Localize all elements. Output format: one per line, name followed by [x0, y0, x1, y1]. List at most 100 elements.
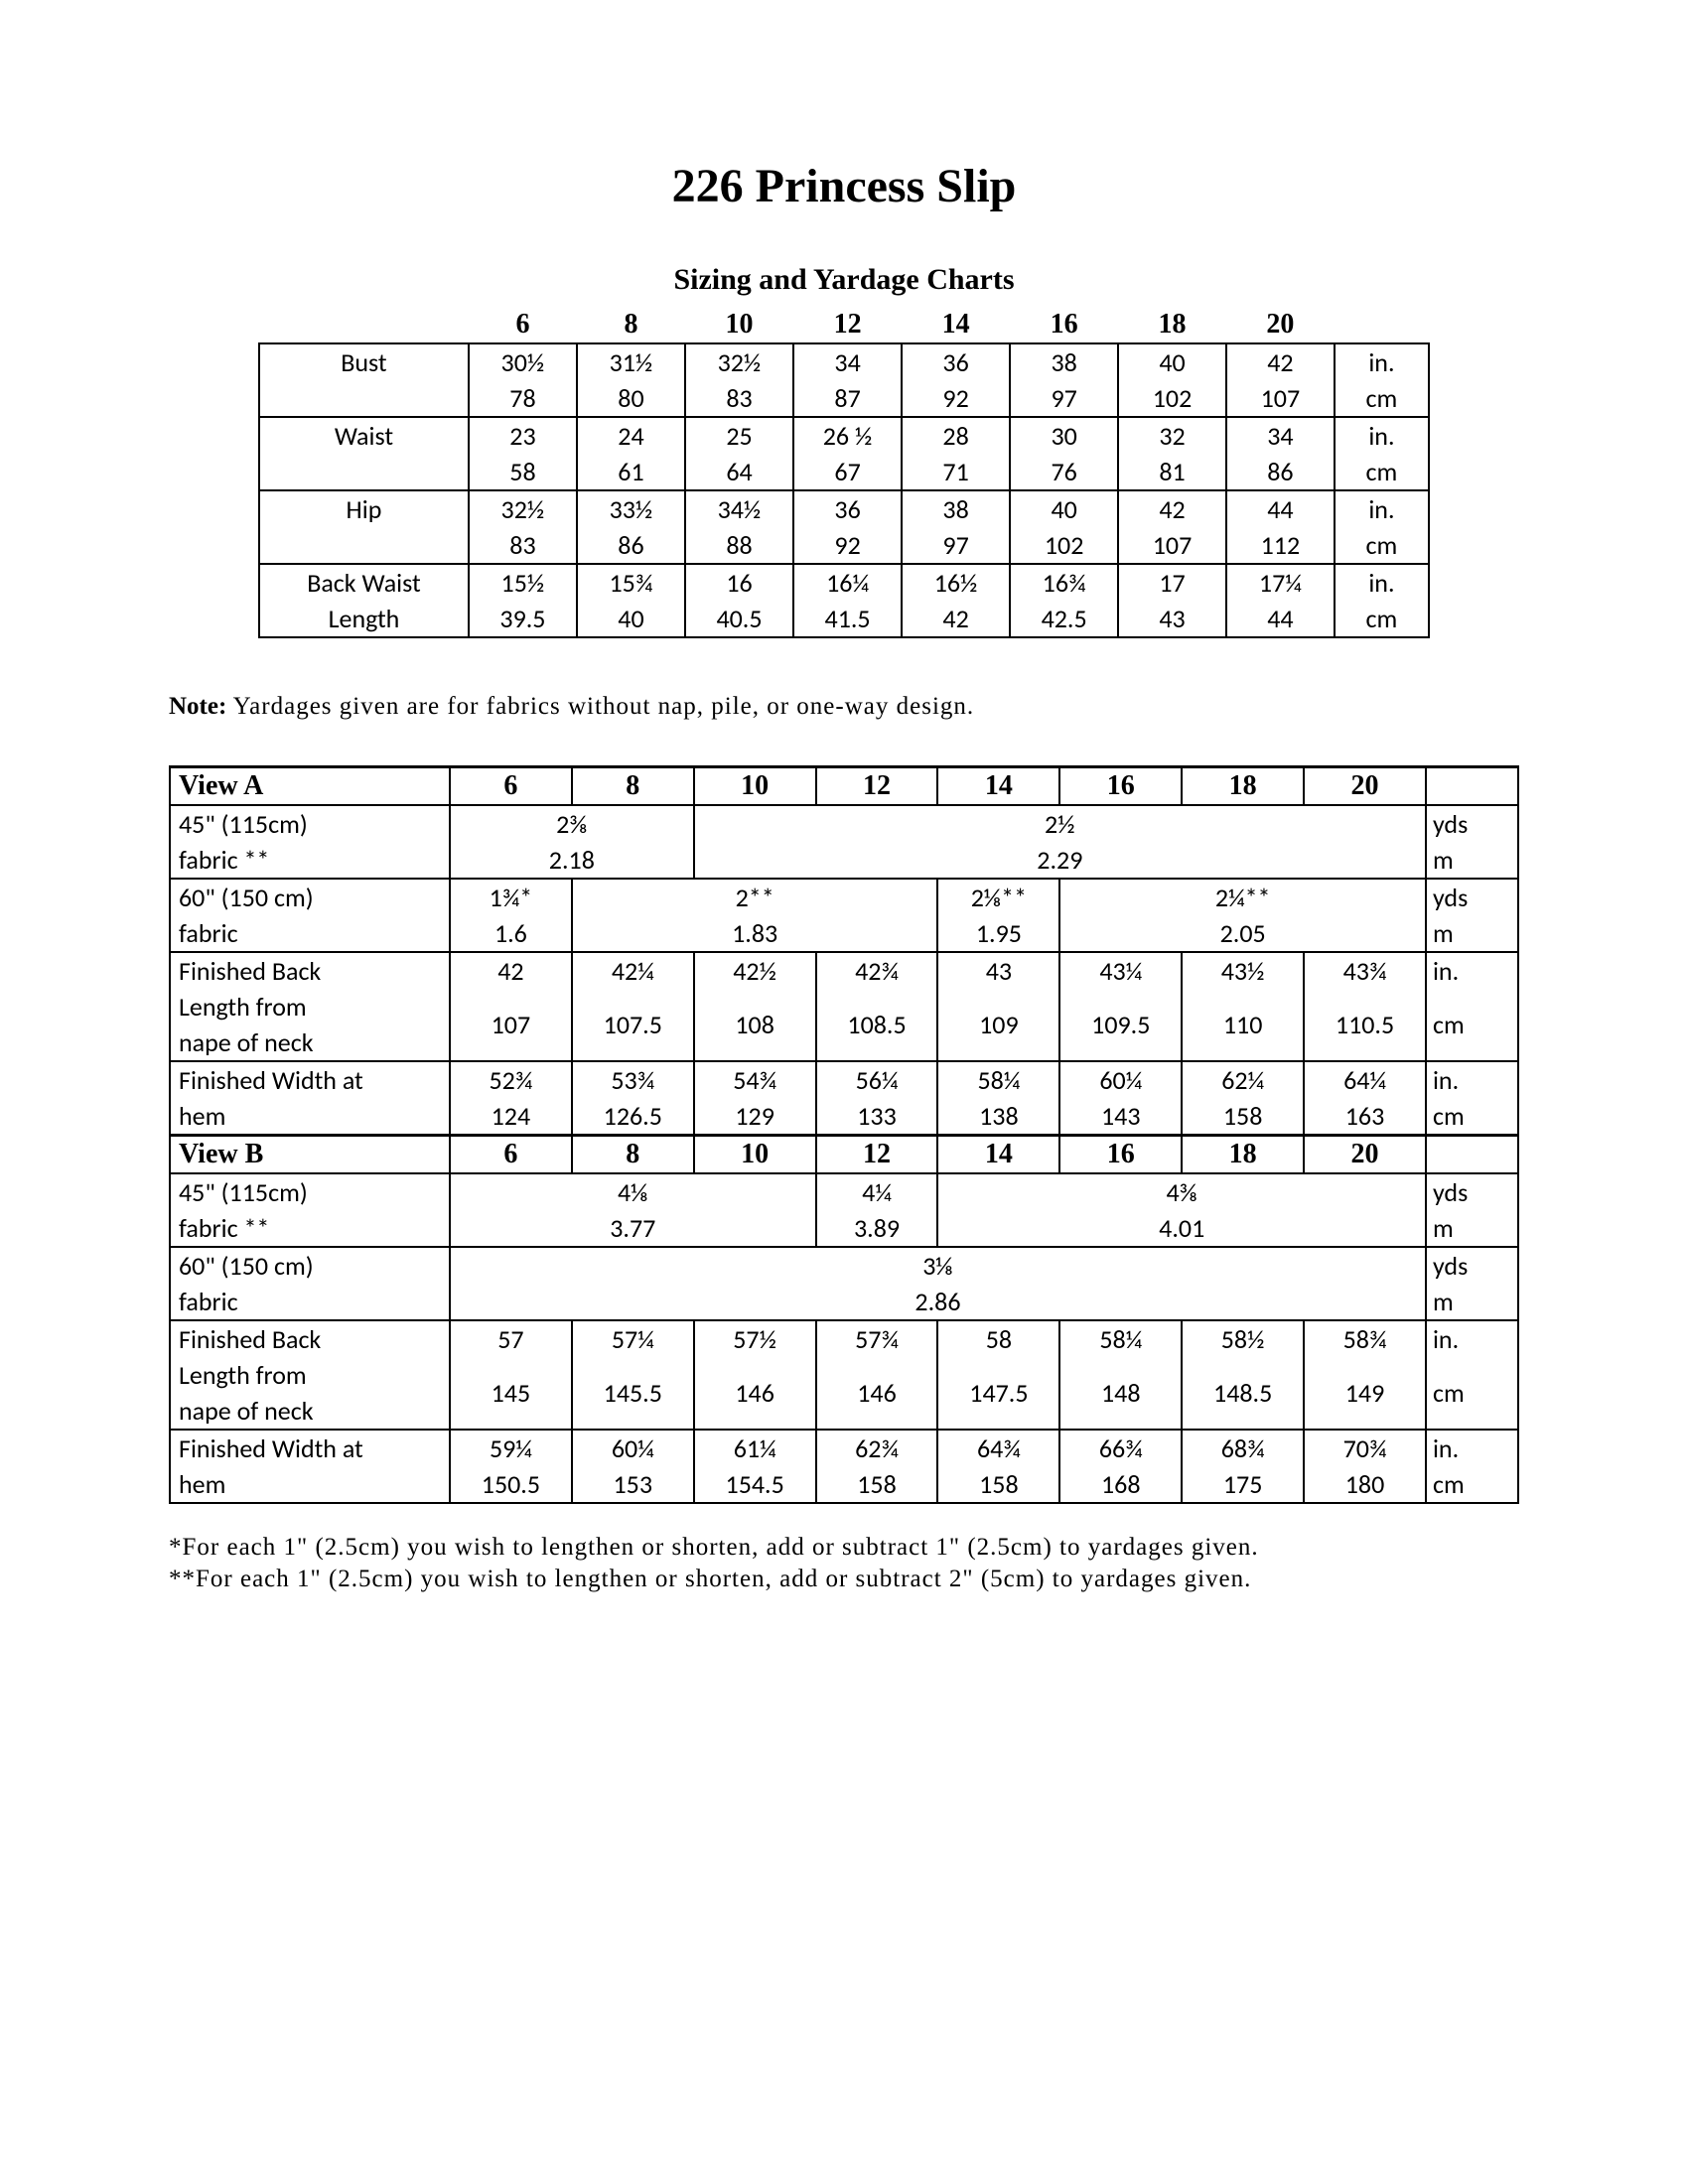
sizing-cell: 81 [1118, 454, 1226, 490]
sizing-cell: 31½ [577, 343, 685, 380]
unit-cell: cm [1335, 601, 1429, 637]
yardage-cell: 158 [1182, 1098, 1304, 1136]
yardage-cell: 4⅛ [450, 1173, 816, 1210]
size-header: 14 [902, 307, 1010, 343]
sizing-cell: 17 [1118, 564, 1226, 601]
note: Note: Yardages given are for fabrics wit… [169, 693, 1519, 721]
sizing-row-label: Length [259, 601, 469, 637]
sizing-cell: 67 [793, 454, 902, 490]
yardage-cell: 58¼ [1059, 1320, 1182, 1357]
unit-cell: in. [1335, 417, 1429, 454]
sizing-cell: 80 [577, 380, 685, 417]
yardage-cell: 53¾ [572, 1061, 694, 1098]
sizing-cell: 26 ½ [793, 417, 902, 454]
sizing-cell: 102 [1010, 527, 1118, 564]
page-title: 226 Princess Slip [169, 159, 1519, 213]
yardage-cell: 2.05 [1059, 915, 1426, 952]
sizing-cell: 41.5 [793, 601, 902, 637]
sizing-cell: 42 [1226, 343, 1335, 380]
note-text: Yardages given are for fabrics without n… [226, 693, 974, 720]
yardage-cell: 3.77 [450, 1210, 816, 1247]
footnote: **For each 1" (2.5cm) you wish to length… [169, 1566, 1519, 1593]
size-header: 10 [694, 1136, 816, 1174]
unit-cell: cm [1335, 454, 1429, 490]
unit-cell: m [1426, 1284, 1518, 1320]
size-header: 8 [577, 307, 685, 343]
yardage-cell: 108.5 [816, 989, 938, 1061]
yardage-cell: 109 [937, 989, 1059, 1061]
size-header: 12 [816, 1136, 938, 1174]
yardage-cell: 1.95 [937, 915, 1059, 952]
sizing-cell: 36 [902, 343, 1010, 380]
yardage-cell: 148 [1059, 1357, 1182, 1430]
yardage-cell: 52¾ [450, 1061, 572, 1098]
yardage-row-label: Finished Width at [170, 1061, 450, 1098]
yardage-cell: 42¾ [816, 952, 938, 989]
size-header: 6 [450, 767, 572, 806]
yardage-cell: 42¼ [572, 952, 694, 989]
size-header: 16 [1059, 1136, 1182, 1174]
yardage-cell: 124 [450, 1098, 572, 1136]
sizing-row-label: Bust [259, 343, 469, 380]
sizing-cell: 40.5 [685, 601, 793, 637]
sizing-row-label [259, 454, 469, 490]
yardage-row-label: fabric ** [170, 842, 450, 879]
sizing-row-label [259, 380, 469, 417]
yardage-cell: 58¼ [937, 1061, 1059, 1098]
yardage-cell: 4.01 [937, 1210, 1426, 1247]
sizing-cell: 107 [1118, 527, 1226, 564]
sizing-cell: 28 [902, 417, 1010, 454]
sizing-cell: 97 [1010, 380, 1118, 417]
unit-cell: in. [1426, 1430, 1518, 1466]
yardage-cell: 2.86 [450, 1284, 1426, 1320]
yardage-cell: 61¼ [694, 1430, 816, 1466]
yardage-cell: 2½ [694, 805, 1426, 842]
sizing-cell: 112 [1226, 527, 1335, 564]
sizing-cell: 23 [469, 417, 577, 454]
yardage-row-label: Finished Back [170, 1320, 450, 1357]
unit-cell: cm [1426, 1098, 1518, 1136]
sizing-cell: 38 [1010, 343, 1118, 380]
yardage-cell: 163 [1304, 1098, 1426, 1136]
yardage-cell: 66¾ [1059, 1430, 1182, 1466]
sizing-cell: 61 [577, 454, 685, 490]
yardage-cell: 62¼ [1182, 1061, 1304, 1098]
unit-cell: in. [1335, 564, 1429, 601]
yardage-row-label: nape of neck [170, 1024, 450, 1061]
sizing-cell: 76 [1010, 454, 1118, 490]
sizing-cell: 34 [1226, 417, 1335, 454]
yardage-cell: 2** [572, 879, 938, 915]
yardage-row-label: hem [170, 1466, 450, 1503]
unit-cell: cm [1426, 1357, 1518, 1430]
sizing-cell: 39.5 [469, 601, 577, 637]
yardage-cell: 4¼ [816, 1173, 938, 1210]
size-header: 6 [469, 307, 577, 343]
sizing-header: 68101214161820 [259, 307, 1429, 343]
yardage-cell: 2⅜ [450, 805, 694, 842]
yardage-cell: 58¾ [1304, 1320, 1426, 1357]
sizing-cell: 87 [793, 380, 902, 417]
yardage-cell: 1.83 [572, 915, 938, 952]
yardage-cell: 146 [816, 1357, 938, 1430]
yardage-row-label: 45" (115cm) [170, 1173, 450, 1210]
unit-cell: yds [1426, 879, 1518, 915]
yardage-cell: 64¼ [1304, 1061, 1426, 1098]
sizing-cell: 34½ [685, 490, 793, 527]
footnotes: *For each 1" (2.5cm) you wish to lengthe… [169, 1534, 1519, 1593]
size-header: 18 [1118, 307, 1226, 343]
yardage-cell: 1¾* [450, 879, 572, 915]
yardage-cell: 138 [937, 1098, 1059, 1136]
unit-cell: m [1426, 915, 1518, 952]
size-header: 20 [1304, 767, 1426, 806]
yardage-cell: 180 [1304, 1466, 1426, 1503]
size-header: 20 [1226, 307, 1335, 343]
yardage-cell: 1.6 [450, 915, 572, 952]
unit-cell: cm [1426, 989, 1518, 1061]
size-header: 20 [1304, 1136, 1426, 1174]
yardage-cell: 107.5 [572, 989, 694, 1061]
sizing-cell: 64 [685, 454, 793, 490]
size-header: 16 [1010, 307, 1118, 343]
yardage-cell: 108 [694, 989, 816, 1061]
yardage-cell: 57¾ [816, 1320, 938, 1357]
yardage-cell: 57¼ [572, 1320, 694, 1357]
